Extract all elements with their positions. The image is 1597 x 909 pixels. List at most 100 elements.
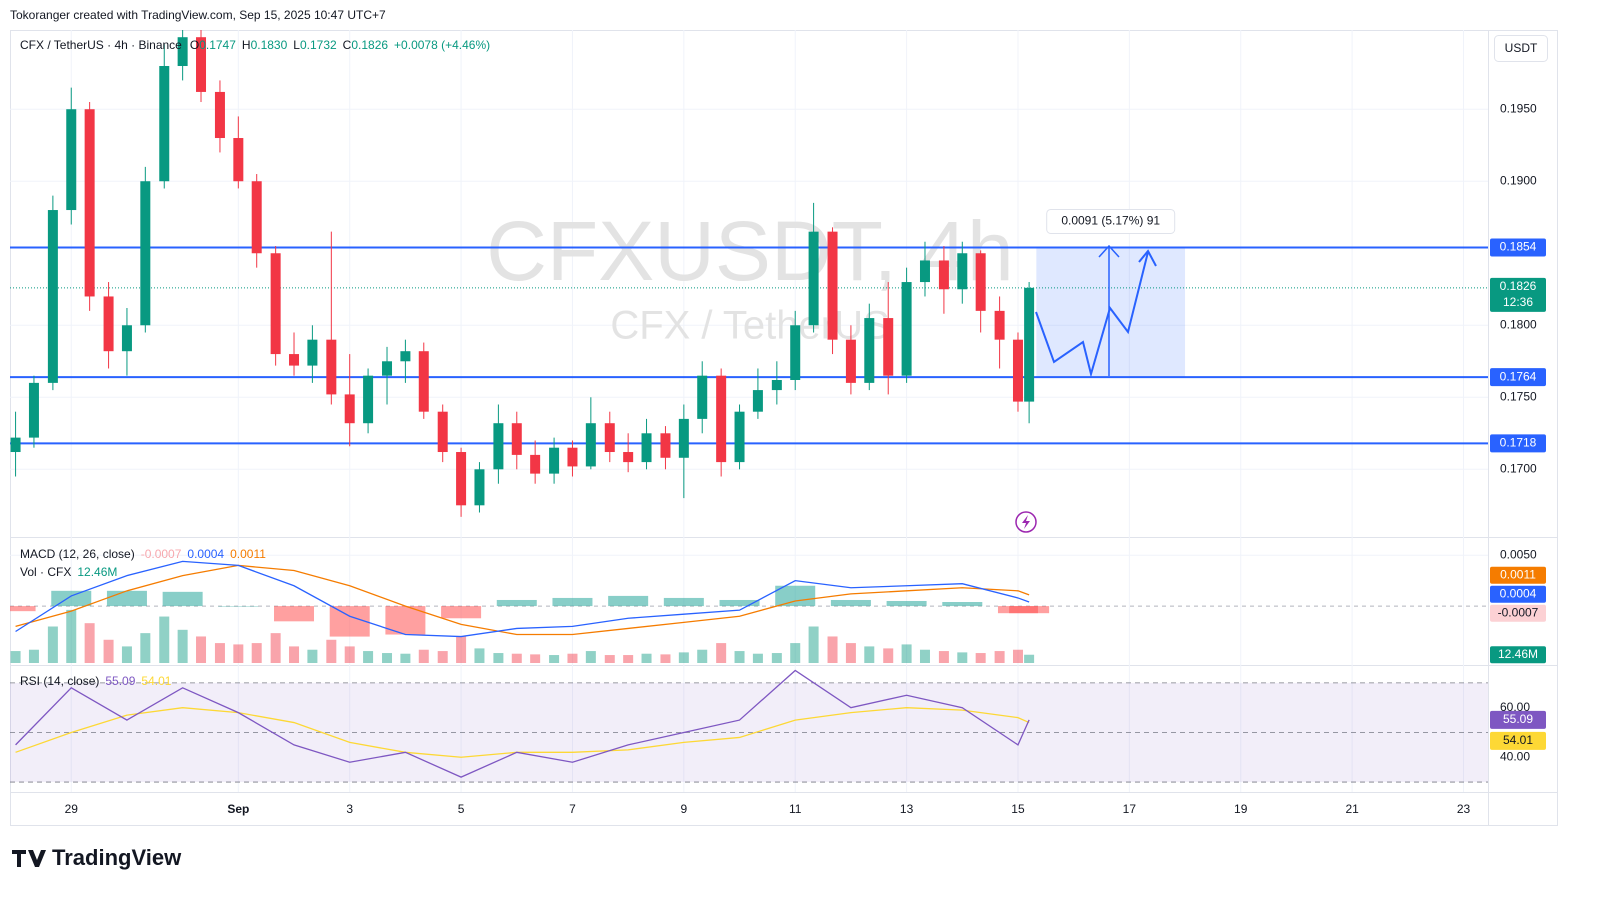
legend-value: 54.01 <box>141 674 171 688</box>
candle-body <box>363 375 374 424</box>
volume-bar <box>957 652 968 663</box>
histogram-bar <box>942 602 983 607</box>
volume-bar <box>140 633 151 663</box>
logo-mark <box>12 850 46 867</box>
x-tick-label: 17 <box>1123 802 1137 816</box>
volume-bar <box>678 652 689 663</box>
candle-body <box>938 260 949 290</box>
volume-legend: Vol · CFX 12.46M <box>20 565 117 579</box>
price-badge-label: 0.0011 <box>1500 567 1536 581</box>
alert-icon[interactable] <box>1015 511 1037 533</box>
candle-body <box>641 433 652 463</box>
price-badge <box>1490 731 1546 750</box>
x-tick-label: Sep <box>227 802 249 816</box>
price-badge <box>1490 646 1546 664</box>
candle-body <box>530 454 541 474</box>
price-badge <box>1490 238 1546 257</box>
watermark-subtitle: CFX / TetherUS <box>610 304 889 348</box>
histogram-bar <box>552 597 593 607</box>
candle-body <box>975 253 986 311</box>
arrow-head <box>1138 249 1157 267</box>
volume-bar <box>103 639 114 663</box>
volume-bar <box>1024 654 1035 663</box>
candle-body <box>827 231 838 340</box>
alert-bolt[interactable] <box>1022 515 1030 529</box>
watermark: CFXUSDT, 4h <box>486 204 1013 298</box>
projection-path <box>1035 251 1149 378</box>
volume-bar <box>233 644 244 663</box>
candle-body <box>233 138 244 182</box>
projection-drawing <box>1035 244 1157 378</box>
volume-bar <box>864 646 875 663</box>
x-tick-label: 9 <box>680 802 687 816</box>
candle-body <box>845 339 856 383</box>
ohlc-value: 0.1830 <box>251 38 288 52</box>
volume-bar <box>883 648 894 663</box>
volume-bar <box>214 643 225 663</box>
legend-value: 55.09 <box>105 674 135 688</box>
countdown-label: 12:36 <box>1503 295 1533 309</box>
overlay: 0.1854 0.1764 0.1718 0.0091 (5.17%) 91 0.182… <box>1046 208 1546 750</box>
candle-body <box>214 91 225 139</box>
candle-body <box>1024 287 1035 402</box>
histogram-bar <box>886 600 927 607</box>
price-badge-label: 0.1854 <box>1500 240 1537 254</box>
ohlc-key: L <box>293 38 300 52</box>
volume-bar <box>790 643 801 663</box>
candle-body <box>177 37 188 67</box>
candle-body <box>140 181 151 326</box>
candle-body <box>437 411 448 453</box>
volume-bar <box>623 655 634 663</box>
candle-body <box>752 390 763 412</box>
candle-body <box>307 339 318 366</box>
arrow-head <box>1098 244 1120 258</box>
legend-value: 0.0004 <box>187 547 224 561</box>
histogram-bar <box>775 585 816 607</box>
candle-body <box>418 351 429 412</box>
volume-bar <box>567 653 578 663</box>
price-badge <box>1490 585 1546 603</box>
volume-bar <box>845 643 856 663</box>
volume-bar <box>363 651 374 663</box>
x-tick-label: 3 <box>346 802 353 816</box>
symbol-legend: CFX / TetherUS · 4h · Binance O0.1747 H0.1… <box>20 38 490 52</box>
histogram-bar <box>1009 606 1050 614</box>
price-badge-label: 12.46M <box>1498 647 1538 661</box>
candle-body <box>549 447 560 474</box>
volume-bar <box>493 653 504 663</box>
candle-body <box>289 354 300 366</box>
volume-bar <box>196 636 207 663</box>
histogram-bar <box>218 606 259 607</box>
candle-body <box>734 411 745 463</box>
candle-body <box>456 452 467 506</box>
volume-bar <box>326 639 337 663</box>
candle-body <box>493 423 504 470</box>
price-badge <box>1490 710 1546 729</box>
y-tick-label: 0.1750 <box>1500 389 1537 403</box>
candle-body <box>623 452 634 463</box>
currency-button-box[interactable] <box>1494 35 1548 62</box>
volume-bar <box>177 629 188 663</box>
y-tick-label: 40.00 <box>1500 749 1530 763</box>
candle-body <box>344 394 355 424</box>
candle-body <box>585 423 596 467</box>
ohlc-key: H <box>242 38 251 52</box>
candle-body <box>10 437 21 453</box>
rsi-legend: RSI (14, close) 55.09 54.01 <box>20 674 172 688</box>
candle-body <box>957 253 968 290</box>
volume-bar <box>307 649 318 663</box>
volume-bar <box>919 649 930 663</box>
currency-label[interactable]: USDT <box>1505 41 1538 55</box>
last-price-badge <box>1490 277 1546 312</box>
rsi_ma-line <box>15 707 1030 758</box>
volume-bar <box>47 626 58 663</box>
volume-bar <box>511 653 522 663</box>
volume-bar <box>66 609 77 663</box>
currency-button[interactable]: USDT <box>1494 35 1548 62</box>
volume-bar <box>808 626 819 663</box>
ohlc-value: 0.1747 <box>199 38 236 52</box>
volume-bar <box>604 655 615 663</box>
